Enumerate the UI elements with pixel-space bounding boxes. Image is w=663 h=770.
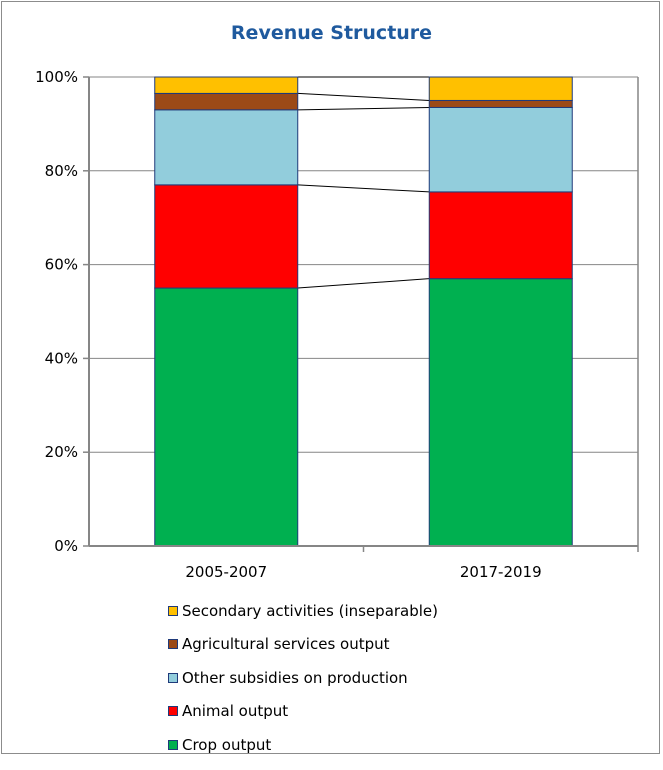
series-connector-line	[297, 106, 430, 111]
bar-segment-secondary-activities-inseparable	[428, 76, 573, 101]
bar-segment-secondary-activities-inseparable	[154, 76, 299, 94]
legend-swatch	[168, 605, 178, 616]
legend-label: Crop output	[182, 735, 272, 754]
legend: Secondary activities (inseparable) Agricu…	[168, 602, 588, 770]
legend-swatch	[168, 639, 178, 649]
chart-title: Revenue Structure	[230, 22, 433, 44]
series-connector-line	[297, 184, 430, 193]
x-tick-label: 2017-2019	[460, 563, 542, 581]
bar-segment-animal-output	[154, 184, 299, 289]
legend-item: Secondary activities (inseparable)	[168, 601, 588, 620]
y-tick-label: 0%	[54, 537, 78, 555]
legend-label: Secondary activities (inseparable)	[182, 601, 439, 620]
y-tick-label: 40%	[45, 349, 78, 367]
bar-segment-crop-output	[154, 287, 299, 547]
legend-swatch	[168, 706, 178, 716]
y-tick-label: 60%	[45, 256, 78, 274]
series-connector-line	[297, 278, 430, 289]
legend-item: Crop output	[168, 735, 588, 754]
bar-segment-agricultural-services-output	[428, 99, 573, 108]
y-tick-label: 100%	[35, 68, 78, 86]
series-connector-line	[297, 92, 430, 101]
x-tick-label: 2005-2007	[185, 563, 267, 581]
legend-swatch	[168, 739, 178, 750]
bar-segment-other-subsidies-on-production	[154, 109, 299, 186]
y-tick-label: 80%	[45, 162, 78, 180]
bar-segment-crop-output	[428, 278, 573, 547]
legend-label: Animal output	[182, 702, 289, 720]
legend-item: Animal output	[168, 702, 588, 720]
y-tick-label: 20%	[45, 443, 78, 461]
legend-item: Agricultural services output	[168, 635, 588, 653]
legend-swatch	[168, 672, 178, 683]
bar-segment-animal-output	[428, 191, 573, 280]
bar-segment-other-subsidies-on-production	[428, 106, 573, 193]
legend-label: Other subsidies on production	[182, 668, 408, 687]
bar-segment-agricultural-services-output	[154, 92, 299, 111]
legend-item: Other subsidies on production	[168, 668, 588, 687]
legend-label: Agricultural services output	[182, 635, 390, 653]
